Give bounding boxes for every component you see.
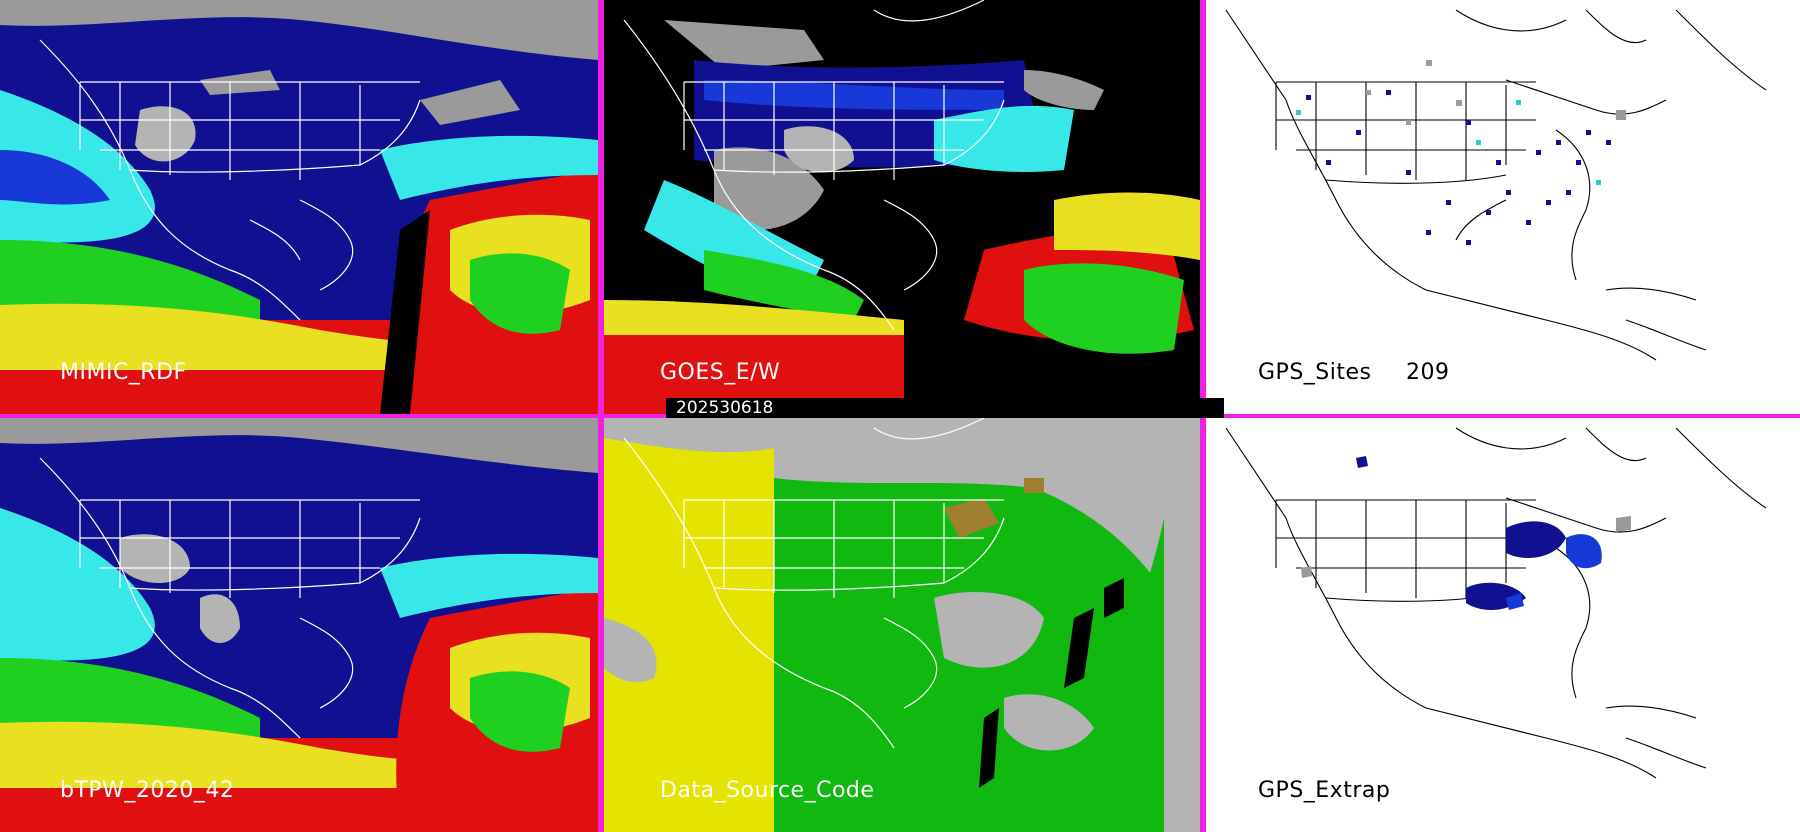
data-source-map (604, 418, 1200, 832)
panel-label: GOES_E/W (660, 360, 781, 385)
gps-site-count: 209 (1406, 360, 1450, 385)
panel-label: GPS_Sites (1258, 360, 1372, 385)
goes-map (604, 0, 1200, 414)
gps-extrap-map (1206, 418, 1800, 832)
date-label: 202530618 (666, 398, 1224, 418)
panel-label: MIMIC_RDF (60, 360, 187, 385)
panel-btpw: bTPW_2020_42 (0, 418, 598, 832)
panel-gps-extrap: GPS_Extrap (1206, 418, 1800, 832)
gps-sites-map (1206, 0, 1800, 414)
tpw-map-btpw (0, 418, 598, 832)
panel-mimic-rdf: MIMIC_RDF (0, 0, 598, 414)
panel-label: Data_Source_Code (660, 778, 875, 803)
panel-gps-sites: GPS_Sites 209 (1206, 0, 1800, 414)
panel-data-source: Data_Source_Code (604, 418, 1200, 832)
panel-goes: GOES_E/W (604, 0, 1200, 414)
tpw-map-mimic (0, 0, 598, 414)
gps-site-markers (1306, 90, 1611, 245)
panel-label: GPS_Extrap (1258, 778, 1391, 803)
gps-extrap-blobs (1301, 456, 1631, 610)
panel-label: bTPW_2020_42 (60, 778, 235, 803)
